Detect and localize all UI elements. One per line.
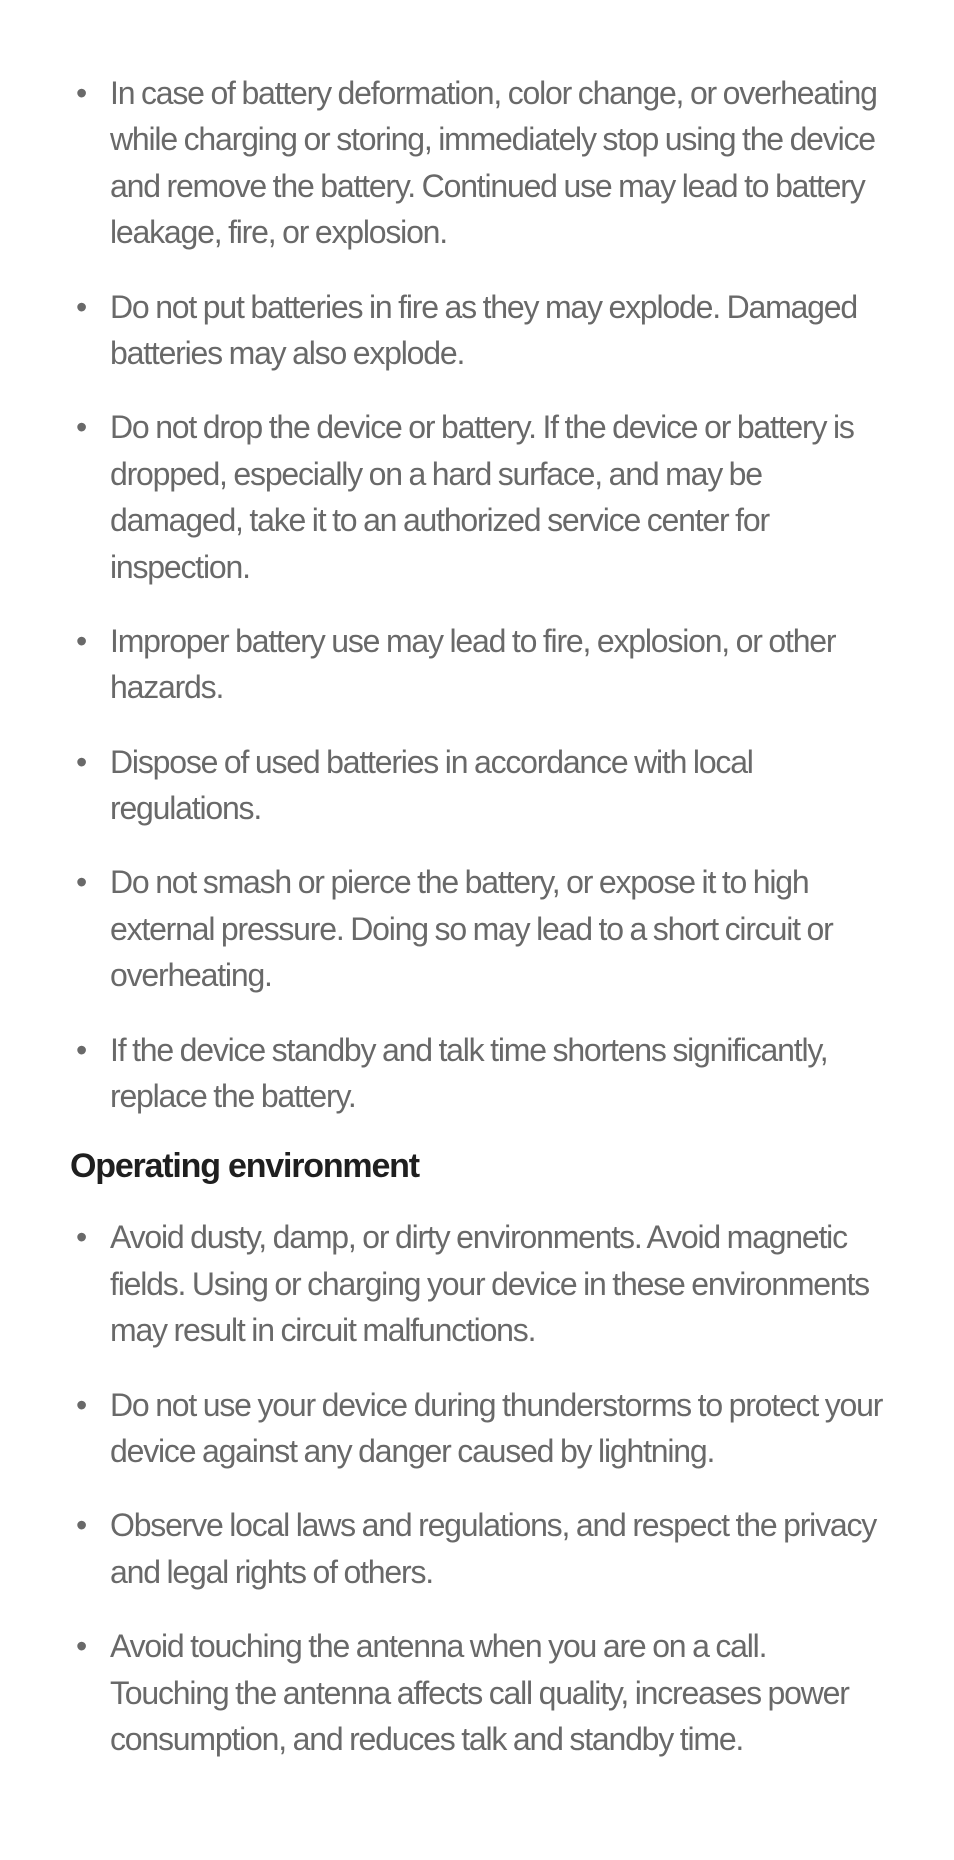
list-item: Dispose of used batteries in accordance … bbox=[70, 739, 884, 832]
list-item-text: Do not put batteries in fire as they may… bbox=[110, 289, 857, 371]
list-item: Avoid dusty, damp, or dirty environments… bbox=[70, 1214, 884, 1353]
list-item-text: In case of battery deformation, color ch… bbox=[110, 75, 877, 250]
list-item: Avoid touching the antenna when you are … bbox=[70, 1623, 884, 1762]
list-item-text: Avoid dusty, damp, or dirty environments… bbox=[110, 1219, 869, 1348]
list-item-text: Improper battery use may lead to fire, e… bbox=[110, 623, 835, 705]
list-item-text: Do not use your device during thundersto… bbox=[110, 1387, 882, 1469]
list-item: Observe local laws and regulations, and … bbox=[70, 1502, 884, 1595]
list-item: Do not smash or pierce the battery, or e… bbox=[70, 859, 884, 998]
list-item-text: Do not drop the device or battery. If th… bbox=[110, 409, 854, 584]
operating-environment-list: Avoid dusty, damp, or dirty environments… bbox=[70, 1214, 884, 1762]
list-item-text: Avoid touching the antenna when you are … bbox=[110, 1628, 849, 1757]
battery-safety-list: In case of battery deformation, color ch… bbox=[70, 70, 884, 1119]
list-item: Do not use your device during thundersto… bbox=[70, 1382, 884, 1475]
list-item: If the device standby and talk time shor… bbox=[70, 1027, 884, 1120]
document-page: In case of battery deformation, color ch… bbox=[0, 0, 954, 1860]
list-item-text: If the device standby and talk time shor… bbox=[110, 1032, 827, 1114]
list-item-text: Observe local laws and regulations, and … bbox=[110, 1507, 876, 1589]
list-item: Do not put batteries in fire as they may… bbox=[70, 284, 884, 377]
list-item-text: Do not smash or pierce the battery, or e… bbox=[110, 864, 833, 993]
list-item: In case of battery deformation, color ch… bbox=[70, 70, 884, 256]
list-item-text: Dispose of used batteries in accordance … bbox=[110, 744, 753, 826]
list-item: Do not drop the device or battery. If th… bbox=[70, 404, 884, 590]
section-heading-operating-environment: Operating environment bbox=[70, 1147, 884, 1186]
list-item: Improper battery use may lead to fire, e… bbox=[70, 618, 884, 711]
